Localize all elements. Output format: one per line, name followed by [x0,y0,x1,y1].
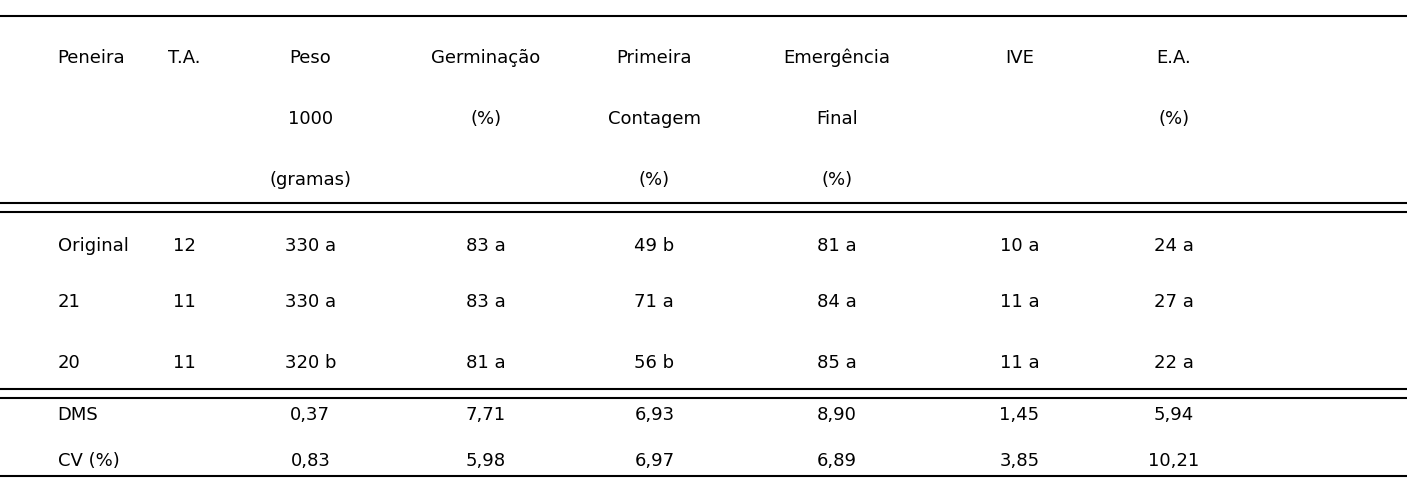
Text: (%): (%) [639,171,670,189]
Text: (gramas): (gramas) [269,171,352,189]
Text: 22 a: 22 a [1154,354,1195,372]
Text: 1000: 1000 [288,110,333,128]
Text: 330 a: 330 a [284,293,336,311]
Text: DMS: DMS [58,406,98,424]
Text: 11 a: 11 a [999,293,1040,311]
Text: 8,90: 8,90 [817,406,857,424]
Text: 11: 11 [173,354,196,372]
Text: 5,98: 5,98 [466,452,507,470]
Text: 3,85: 3,85 [999,452,1040,470]
Text: 71 a: 71 a [635,293,674,311]
Text: IVE: IVE [1005,49,1034,66]
Text: 85 a: 85 a [817,354,857,372]
Text: Contagem: Contagem [608,110,701,128]
Text: Primeira: Primeira [616,49,692,66]
Text: 83 a: 83 a [466,293,505,311]
Text: 81 a: 81 a [817,237,857,255]
Text: 5,94: 5,94 [1154,406,1195,424]
Text: Peso: Peso [290,49,331,66]
Text: 83 a: 83 a [466,237,505,255]
Text: 49 b: 49 b [635,237,674,255]
Text: 6,97: 6,97 [635,452,674,470]
Text: 7,71: 7,71 [466,406,507,424]
Text: 0,83: 0,83 [290,452,331,470]
Text: Original: Original [58,237,128,255]
Text: 21: 21 [58,293,80,311]
Text: Germinação: Germinação [431,49,540,66]
Text: 20: 20 [58,354,80,372]
Text: 27 a: 27 a [1154,293,1195,311]
Text: 10,21: 10,21 [1148,452,1200,470]
Text: 11 a: 11 a [999,354,1040,372]
Text: E.A.: E.A. [1157,49,1192,66]
Text: (%): (%) [1158,110,1189,128]
Text: 330 a: 330 a [284,237,336,255]
Text: (%): (%) [470,110,501,128]
Text: 24 a: 24 a [1154,237,1195,255]
Text: 11: 11 [173,293,196,311]
Text: (%): (%) [822,171,853,189]
Text: Emergência: Emergência [784,48,891,67]
Text: 84 a: 84 a [817,293,857,311]
Text: 6,93: 6,93 [635,406,674,424]
Text: 1,45: 1,45 [999,406,1040,424]
Text: Peneira: Peneira [58,49,125,66]
Text: 56 b: 56 b [635,354,674,372]
Text: 10 a: 10 a [1000,237,1040,255]
Text: 12: 12 [173,237,196,255]
Text: 81 a: 81 a [466,354,505,372]
Text: 6,89: 6,89 [817,452,857,470]
Text: T.A.: T.A. [167,49,200,66]
Text: CV (%): CV (%) [58,452,120,470]
Text: 320 b: 320 b [284,354,336,372]
Text: Final: Final [816,110,858,128]
Text: 0,37: 0,37 [290,406,331,424]
